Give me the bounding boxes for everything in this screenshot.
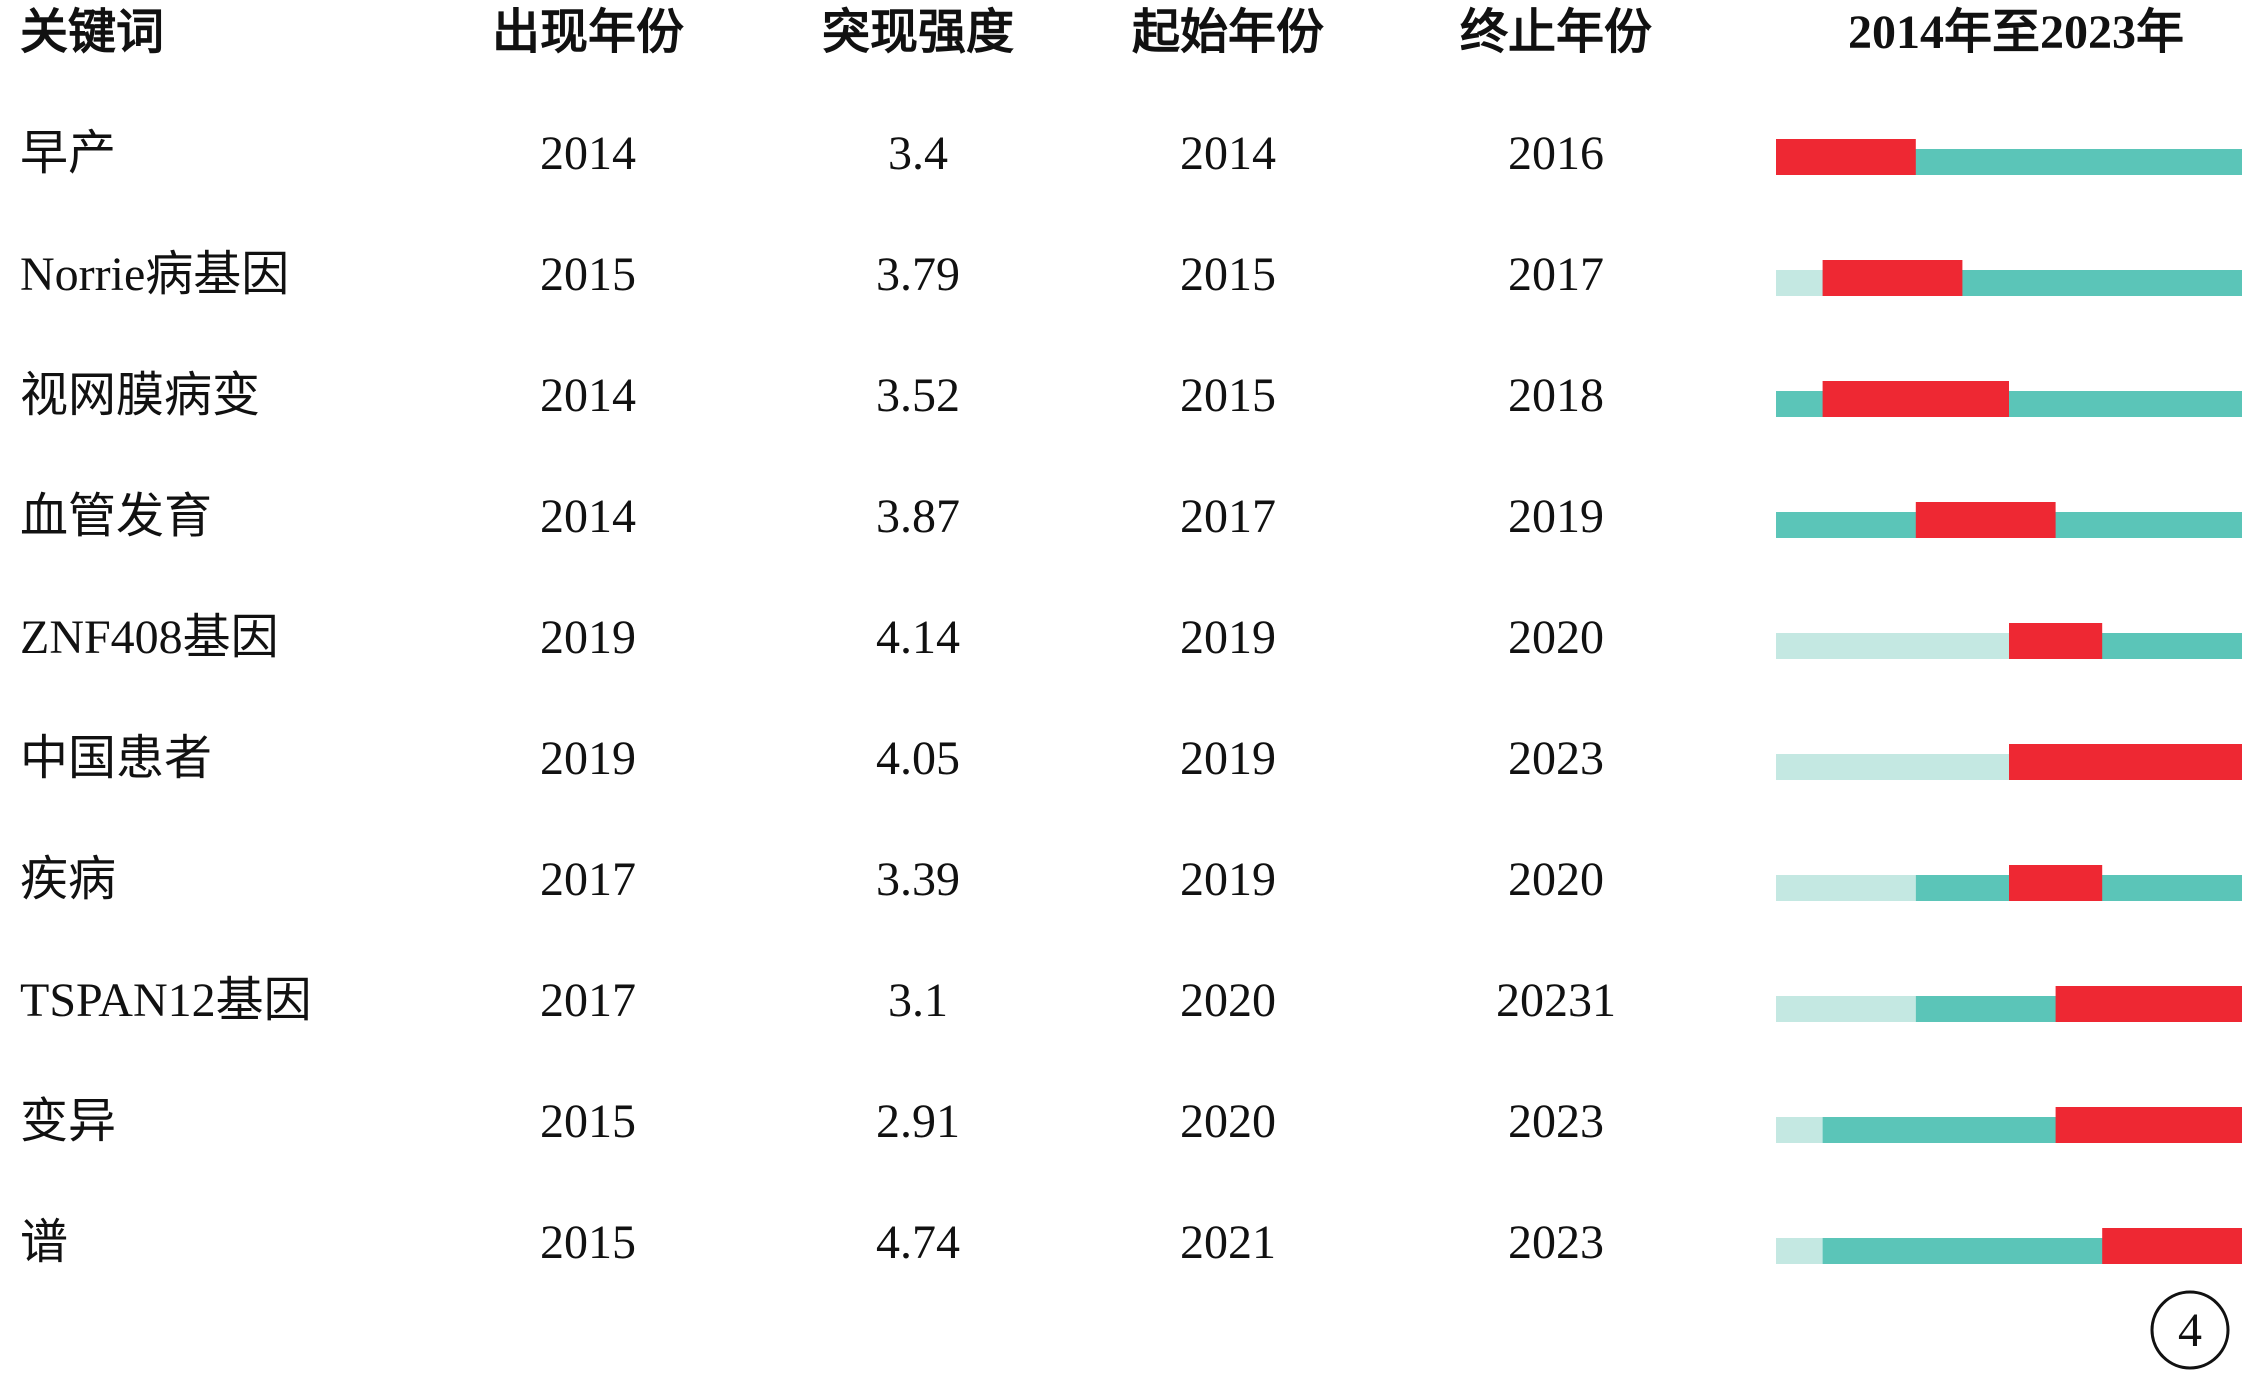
row-end-year: 20231 <box>1496 974 1616 1027</box>
table-header: 关键词 出现年份 突现强度 起始年份 终止年份 2014年至2023年 <box>20 4 2184 60</box>
row-appear-year: 2017 <box>540 853 636 906</box>
row-keyword: 中国患者 <box>20 732 212 785</box>
header-begin-year: 起始年份 <box>1132 4 1324 60</box>
row-begin-year: 2021 <box>1180 1216 1276 1269</box>
row-keyword: TSPAN12基因 <box>20 974 312 1027</box>
row-appear-year: 2014 <box>540 490 636 543</box>
row-begin-year: 2017 <box>1180 490 1276 543</box>
row-keyword: 疾病 <box>20 853 116 906</box>
row-appear-year: 2015 <box>540 248 636 301</box>
table-row: 中国患者 2019 4.05 2019 2023 <box>20 732 2242 785</box>
timeline-inactive-segment <box>1776 875 1916 901</box>
row-strength: 3.87 <box>876 490 960 543</box>
row-keyword: 血管发育 <box>20 490 212 543</box>
timeline-burst-segment <box>2102 1228 2242 1264</box>
row-begin-year: 2019 <box>1180 732 1276 785</box>
row-end-year: 2016 <box>1508 127 1604 180</box>
row-strength: 3.52 <box>876 369 960 422</box>
row-keyword: 谱 <box>20 1216 68 1269</box>
timeline-burst-segment <box>2009 744 2242 780</box>
row-appear-year: 2017 <box>540 974 636 1027</box>
row-strength: 3.79 <box>876 248 960 301</box>
timeline-inactive-segment <box>1776 1117 1823 1143</box>
panel-label-text: 4 <box>2178 1304 2202 1357</box>
row-end-year: 2017 <box>1508 248 1604 301</box>
row-begin-year: 2015 <box>1180 248 1276 301</box>
timeline-burst-segment <box>2009 623 2103 659</box>
row-keyword: ZNF408基因 <box>20 611 279 664</box>
row-appear-year: 2019 <box>540 611 636 664</box>
row-begin-year: 2019 <box>1180 853 1276 906</box>
table-row: 血管发育 2014 3.87 2017 2019 <box>20 490 2242 543</box>
row-begin-year: 2020 <box>1180 1095 1276 1148</box>
row-appear-year: 2015 <box>540 1095 636 1148</box>
row-end-year: 2023 <box>1508 1216 1604 1269</box>
timeline-burst-segment <box>2055 1107 2242 1143</box>
table-row: ZNF408基因 2019 4.14 2019 2020 <box>20 611 2242 664</box>
timeline-burst-segment <box>1776 139 1916 175</box>
header-timeline: 2014年至2023年 <box>1848 6 2184 59</box>
timeline-inactive-segment <box>1776 1238 1823 1264</box>
timeline-inactive-segment <box>1776 754 2009 780</box>
header-keyword: 关键词 <box>20 4 164 60</box>
row-appear-year: 2014 <box>540 369 636 422</box>
row-begin-year: 2014 <box>1180 127 1276 180</box>
table-row: 变异 2015 2.91 2020 2023 <box>20 1095 2242 1148</box>
row-appear-year: 2015 <box>540 1216 636 1269</box>
row-appear-year: 2019 <box>540 732 636 785</box>
table-row: 视网膜病变 2014 3.52 2015 2018 <box>20 369 2242 422</box>
row-end-year: 2023 <box>1508 1095 1604 1148</box>
table-row: Norrie病基因 2015 3.79 2015 2017 <box>20 248 2242 301</box>
header-end-year: 终止年份 <box>1460 4 1652 60</box>
timeline-burst-segment <box>1822 260 1963 296</box>
row-begin-year: 2020 <box>1180 974 1276 1027</box>
row-strength: 3.39 <box>876 853 960 906</box>
row-end-year: 2020 <box>1508 611 1604 664</box>
header-strength: 突现强度 <box>822 4 1014 60</box>
row-strength: 4.05 <box>876 732 960 785</box>
row-strength: 4.14 <box>876 611 960 664</box>
timeline-burst-segment <box>1915 502 2056 538</box>
row-keyword: Norrie病基因 <box>20 248 289 301</box>
timeline-inactive-segment <box>1776 633 2009 659</box>
row-end-year: 2018 <box>1508 369 1604 422</box>
table-row: TSPAN12基因 2017 3.1 2020 20231 <box>20 974 2242 1027</box>
row-keyword: 变异 <box>20 1095 116 1148</box>
row-begin-year: 2019 <box>1180 611 1276 664</box>
row-appear-year: 2014 <box>540 127 636 180</box>
timeline-burst-segment <box>1822 381 2009 417</box>
table-row: 疾病 2017 3.39 2019 2020 <box>20 853 2242 906</box>
timeline-burst-segment <box>2009 865 2103 901</box>
table-body: 早产 2014 3.4 2014 2016 Norrie病基因 2015 3.79 2015 20… <box>20 127 2242 1269</box>
row-keyword: 早产 <box>20 127 116 180</box>
panel-label: 4 <box>2150 1290 2230 1370</box>
header-appear-year: 出现年份 <box>492 4 684 60</box>
row-strength: 4.74 <box>876 1216 960 1269</box>
timeline-burst-segment <box>2055 986 2242 1022</box>
row-strength: 3.4 <box>888 127 948 180</box>
row-strength: 3.1 <box>888 974 948 1027</box>
panel-label-circle <box>2150 1290 2230 1370</box>
row-end-year: 2023 <box>1508 732 1604 785</box>
table-row: 谱 2015 4.74 2021 2023 <box>20 1216 2242 1269</box>
row-begin-year: 2015 <box>1180 369 1276 422</box>
row-end-year: 2020 <box>1508 853 1604 906</box>
timeline-inactive-segment <box>1776 996 1916 1022</box>
row-strength: 2.91 <box>876 1095 960 1148</box>
row-end-year: 2019 <box>1508 490 1604 543</box>
timeline-inactive-segment <box>1776 270 1823 296</box>
row-keyword: 视网膜病变 <box>20 369 260 422</box>
table-row: 早产 2014 3.4 2014 2016 <box>20 127 2242 180</box>
